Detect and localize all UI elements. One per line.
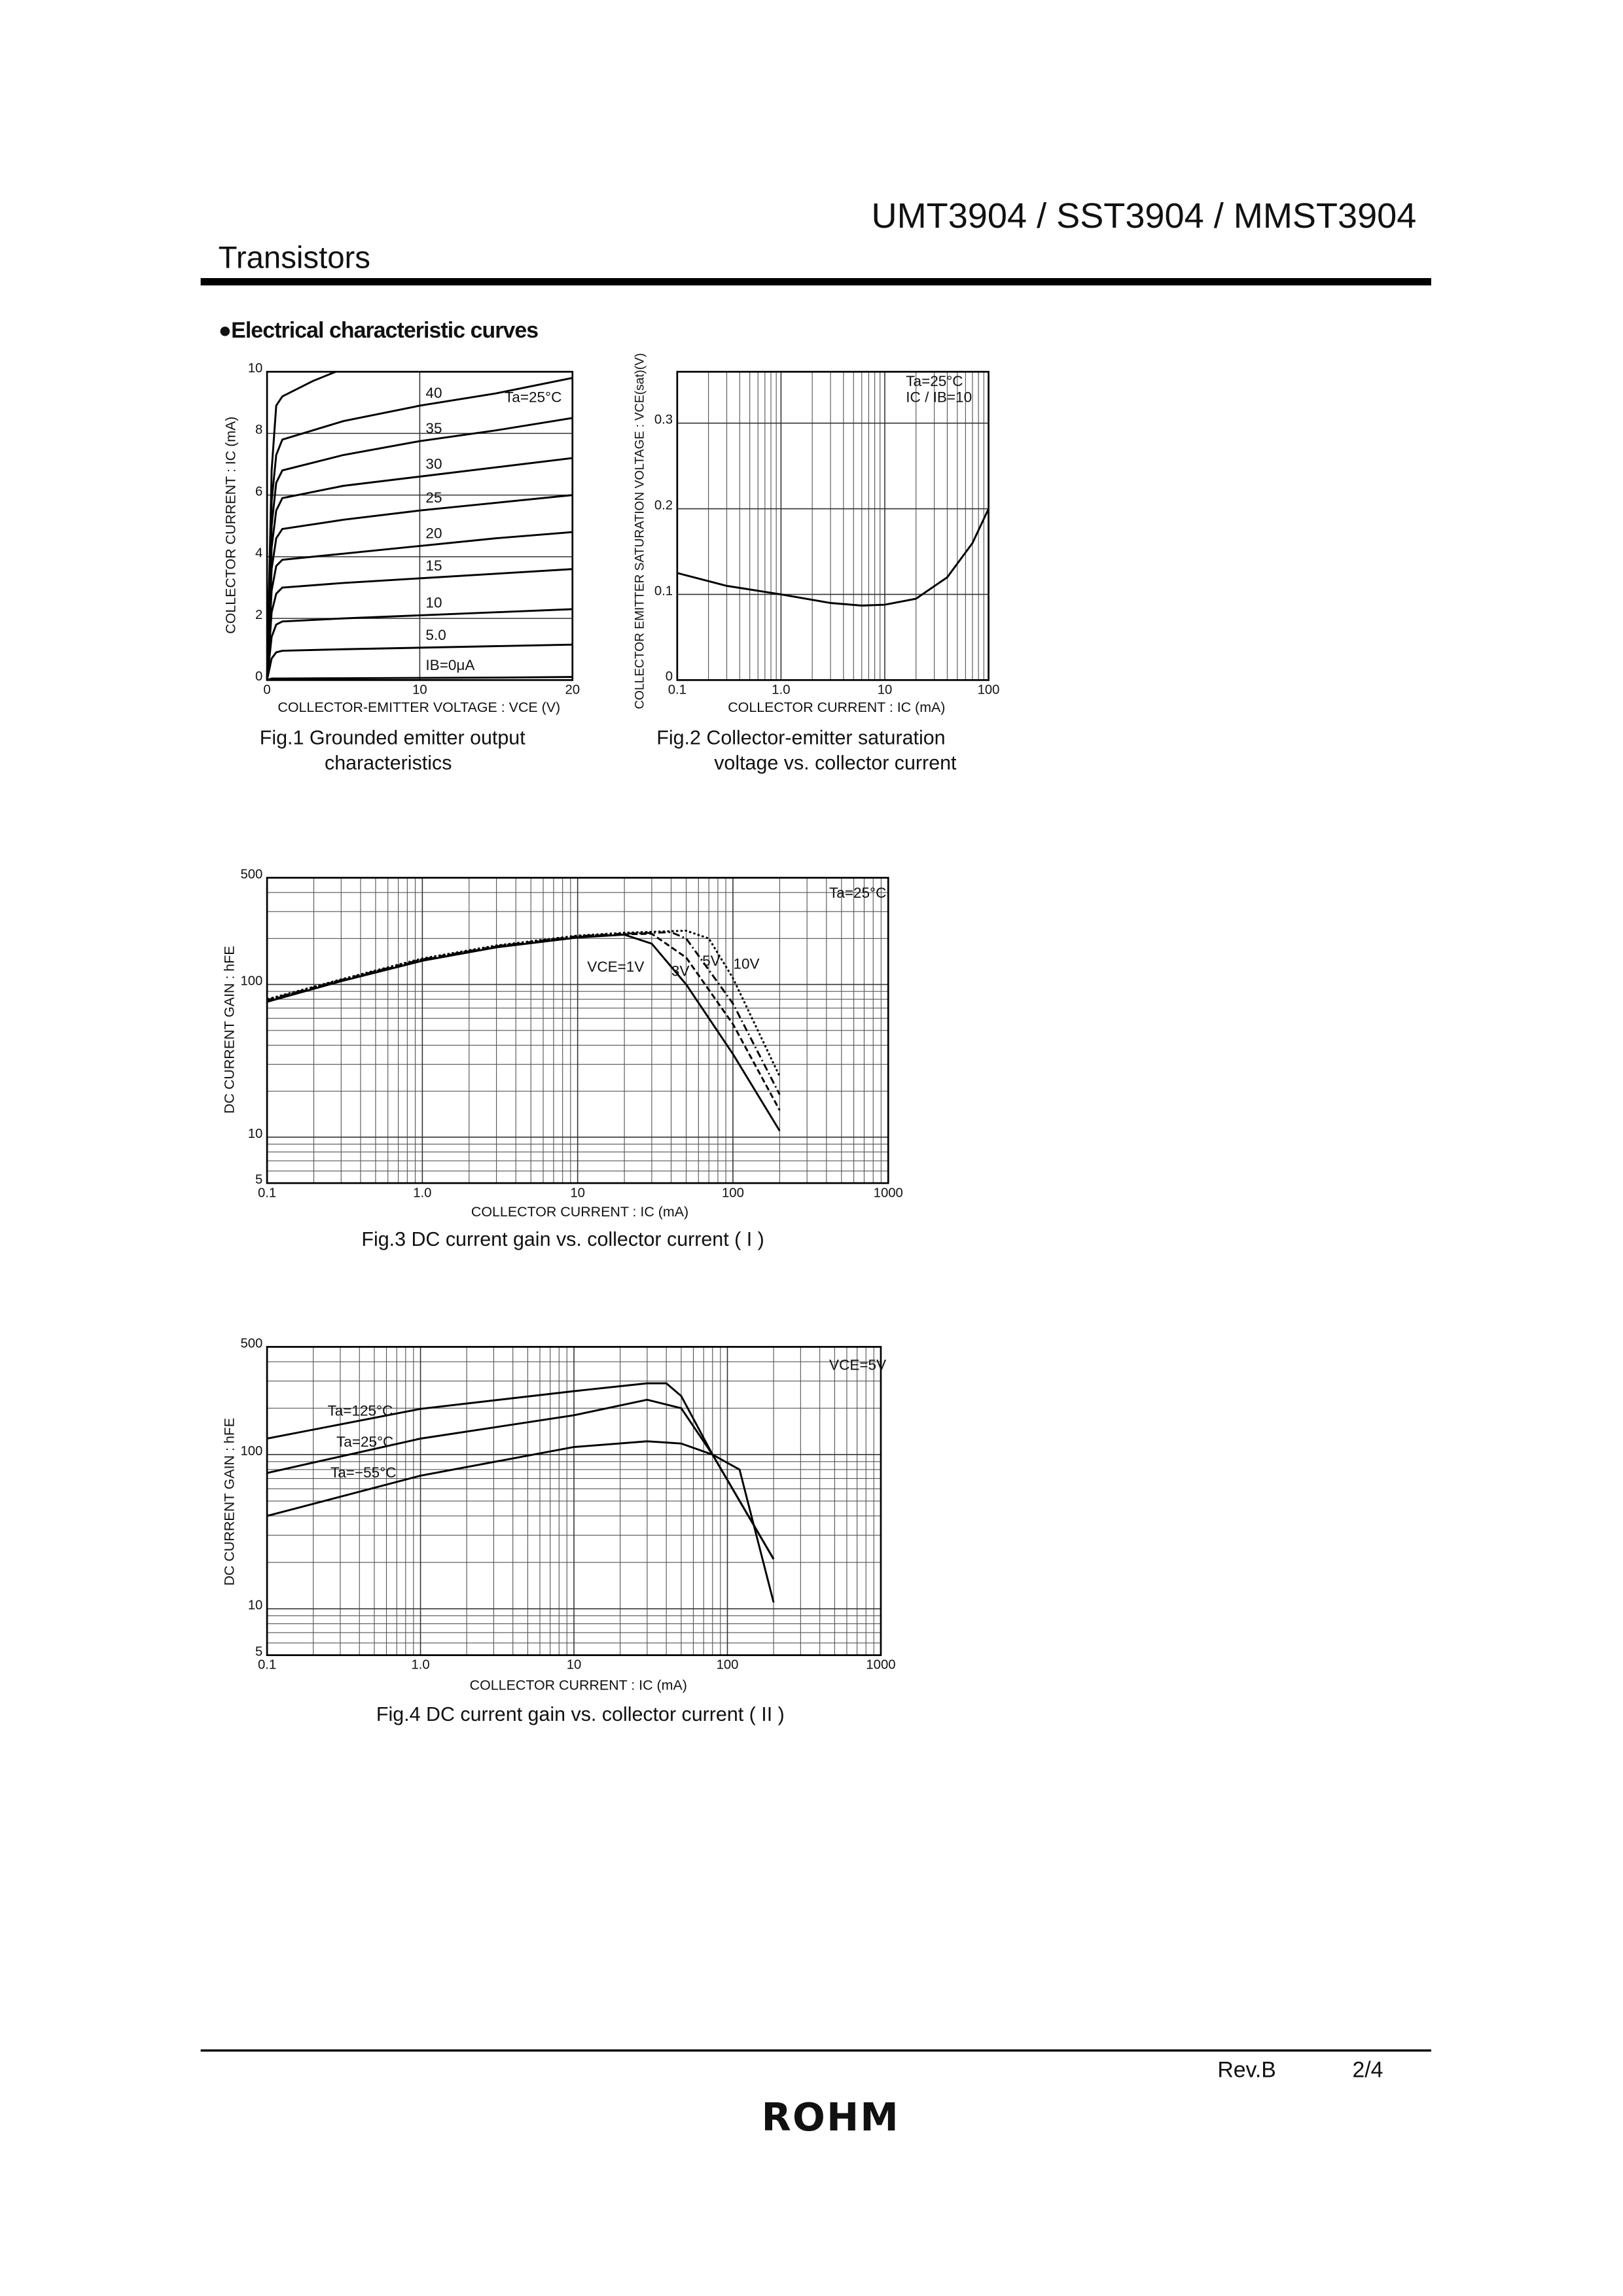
annotation: Ta=25°C xyxy=(505,389,562,406)
charts: 0 10 20 0 2 4 6 8 10 IB=0μA 5.0 10 15 20 25 30 35 40 COLLE… xyxy=(221,353,999,1726)
x-tick-label: 10 xyxy=(412,682,427,697)
y-tick-label: 500 xyxy=(240,1336,262,1351)
curve xyxy=(266,643,573,680)
x-tick-label: 1.0 xyxy=(413,1186,431,1200)
curve xyxy=(266,1382,775,1560)
series-label: Ta=125°C xyxy=(328,1403,393,1419)
curve xyxy=(266,1440,775,1603)
series-label: 3V xyxy=(671,963,690,980)
y-tick-label: 0.3 xyxy=(654,413,673,427)
curve xyxy=(266,377,573,680)
curve xyxy=(266,370,336,680)
y-tick-label: 0 xyxy=(666,669,673,684)
curve xyxy=(266,608,573,680)
y-tick-label: 10 xyxy=(248,1127,263,1141)
x-tick-label: 0 xyxy=(263,682,270,697)
y-axis-label: COLLECTOR CURRENT : IC (mA) xyxy=(223,417,239,634)
y-tick-label: 0.1 xyxy=(654,584,673,598)
series-label: IB=0μA xyxy=(425,657,474,673)
x-tick-label: 0.1 xyxy=(258,1658,276,1672)
series-label: 40 xyxy=(425,385,442,401)
x-axis-label: COLLECTOR-EMITTER VOLTAGE : VCE (V) xyxy=(277,699,560,715)
series-label: Ta=−55°C xyxy=(330,1464,396,1481)
annotation: VCE=5V xyxy=(829,1357,886,1373)
series-label: 35 xyxy=(425,420,442,436)
y-tick-label: 0.2 xyxy=(654,498,673,512)
annotation: Ta=25°C xyxy=(906,373,963,389)
y-tick-label: 10 xyxy=(248,361,263,376)
curve xyxy=(266,457,573,680)
x-tick-label: 100 xyxy=(978,682,1000,697)
curve xyxy=(266,494,573,680)
y-tick-label: 8 xyxy=(255,423,262,437)
x-tick-label: 10 xyxy=(567,1658,582,1672)
x-axis-label: COLLECTOR CURRENT : IC (mA) xyxy=(471,1204,688,1220)
series-label: 20 xyxy=(425,525,442,541)
series-label: 30 xyxy=(425,455,442,472)
category: Transistors xyxy=(219,240,370,275)
part-title: UMT3904 / SST3904 / MMST3904 xyxy=(872,196,1417,236)
revision: Rev.B xyxy=(1217,2057,1276,2082)
annotation: Ta=25°C xyxy=(829,885,886,901)
y-axis-label: DC CURRENT GAIN : hFE xyxy=(221,1418,237,1586)
series-label: 15 xyxy=(425,557,442,574)
series-label: VCE=1V xyxy=(587,959,644,975)
x-axis-label: COLLECTOR CURRENT : IC (mA) xyxy=(728,699,945,715)
y-tick-label: 6 xyxy=(255,484,262,499)
series-label: Ta=25°C xyxy=(336,1434,393,1450)
series-label: 10V xyxy=(734,955,760,972)
curve xyxy=(266,568,573,680)
curve xyxy=(266,676,573,681)
x-tick-label: 10 xyxy=(878,682,893,697)
y-tick-label: 100 xyxy=(240,974,262,988)
plot-frame xyxy=(676,370,990,681)
annotation: IC / IB=10 xyxy=(906,389,972,406)
y-tick-label: 5 xyxy=(255,1173,262,1187)
x-tick-label: 0.1 xyxy=(668,682,687,697)
y-tick-label: 5 xyxy=(255,1644,262,1659)
curve xyxy=(677,508,990,607)
x-tick-label: 1.0 xyxy=(772,682,790,697)
y-axis-label: COLLECTOR EMITTER SATURATION VOLTAGE : V… xyxy=(633,353,647,709)
plot-frame xyxy=(266,1346,882,1656)
x-tick-label: 100 xyxy=(722,1186,744,1200)
y-tick-label: 2 xyxy=(255,608,262,622)
figure-caption: characteristics xyxy=(325,752,452,774)
y-tick-label: 0 xyxy=(255,669,262,684)
curve xyxy=(266,417,573,680)
figure-caption: Fig.1 Grounded emitter output xyxy=(260,727,526,749)
figure-caption: Fig.4 DC current gain vs. collector curr… xyxy=(376,1703,785,1725)
series-label: 10 xyxy=(425,594,442,610)
curve xyxy=(266,531,573,680)
y-tick-label: 100 xyxy=(240,1444,262,1458)
figure-caption: Fig.3 DC current gain vs. collector curr… xyxy=(361,1228,764,1250)
curve xyxy=(266,929,781,1077)
y-tick-label: 10 xyxy=(248,1598,263,1613)
series-label: 25 xyxy=(425,489,442,506)
x-tick-label: 20 xyxy=(565,682,580,697)
x-tick-label: 1.0 xyxy=(411,1658,429,1672)
x-tick-label: 1000 xyxy=(866,1658,895,1672)
plot-frame xyxy=(266,370,574,681)
figure-caption: Fig.2 Collector-emitter saturation xyxy=(656,727,945,749)
x-tick-label: 0.1 xyxy=(258,1186,276,1200)
y-tick-label: 4 xyxy=(255,546,262,561)
y-axis-label: DC CURRENT GAIN : hFE xyxy=(221,945,237,1114)
series-label: 5V xyxy=(702,953,721,969)
logo: ROHM xyxy=(762,2095,900,2140)
x-tick-label: 1000 xyxy=(874,1186,903,1200)
x-tick-label: 100 xyxy=(717,1658,739,1672)
plot-frame xyxy=(266,877,889,1184)
section-title: ●Electrical characteristic curves xyxy=(219,318,539,343)
page-number: 2/4 xyxy=(1352,2057,1383,2082)
y-tick-label: 500 xyxy=(240,867,262,881)
x-tick-label: 10 xyxy=(570,1186,585,1200)
series-label: 5.0 xyxy=(425,627,446,643)
x-axis-label: COLLECTOR CURRENT : IC (mA) xyxy=(470,1678,687,1693)
figure-caption: voltage vs. collector current xyxy=(714,752,957,774)
